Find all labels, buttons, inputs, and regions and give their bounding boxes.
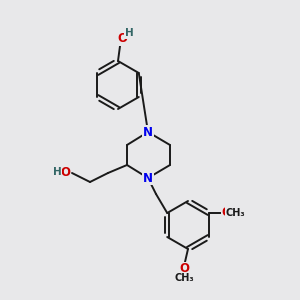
Text: O: O	[117, 32, 127, 46]
Text: O: O	[179, 262, 189, 275]
Text: O: O	[222, 206, 232, 220]
Text: CH₃: CH₃	[174, 273, 194, 283]
Text: H: H	[52, 167, 62, 177]
Text: N: N	[143, 172, 153, 184]
Text: CH₃: CH₃	[226, 208, 246, 218]
Text: O: O	[60, 166, 70, 178]
Text: H: H	[124, 28, 134, 38]
Text: N: N	[143, 125, 153, 139]
